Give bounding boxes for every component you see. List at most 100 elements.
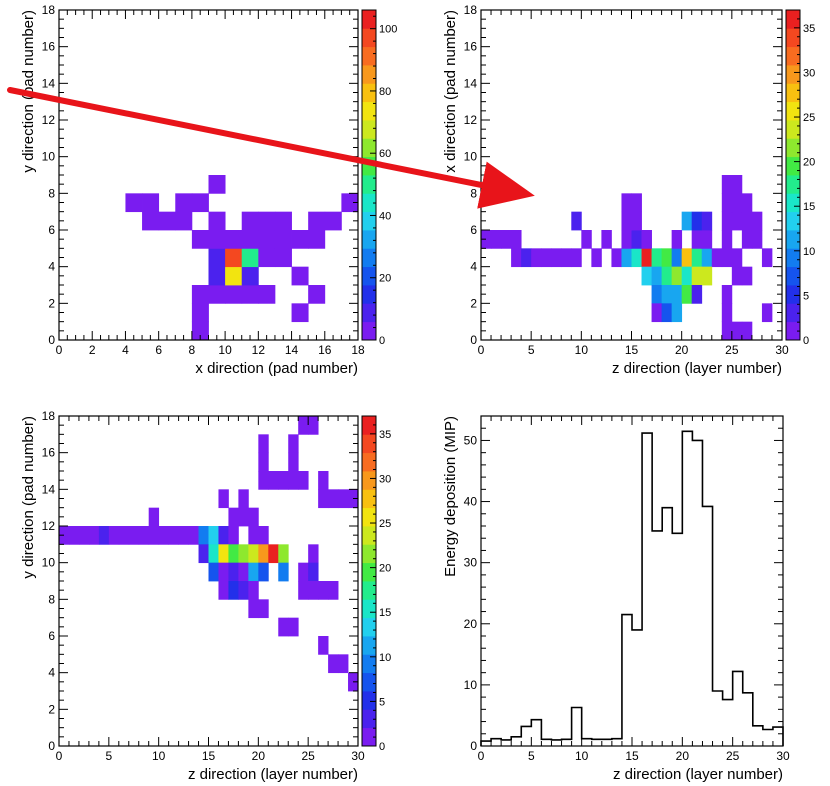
heatmap-cell bbox=[308, 581, 319, 600]
heatmap-cell bbox=[741, 193, 753, 213]
heatmap-cell bbox=[125, 193, 143, 213]
x-tick-label: 15 bbox=[625, 749, 639, 763]
heatmap-cell bbox=[701, 248, 713, 268]
heatmap-cell bbox=[142, 193, 160, 213]
palette-color-band bbox=[362, 266, 376, 286]
y-tick-label: 8 bbox=[48, 592, 55, 606]
heatmap-cell bbox=[218, 562, 229, 582]
heatmap-cell bbox=[661, 303, 673, 323]
heatmap-cell bbox=[671, 230, 683, 249]
x-tick-label: 10 bbox=[575, 343, 589, 357]
x-tick-label: 5 bbox=[528, 343, 535, 357]
y-tick-label: 20 bbox=[464, 617, 478, 631]
palette-color-band bbox=[362, 46, 376, 66]
heatmap-cell bbox=[191, 230, 209, 249]
y-tick-label: 4 bbox=[48, 260, 55, 274]
heatmap-cell bbox=[671, 248, 683, 268]
y-axis-title: Energy deposition (MIP) bbox=[442, 416, 459, 577]
palette-color-band bbox=[786, 138, 800, 158]
heatmap-cell bbox=[278, 471, 289, 490]
heatmap-cell bbox=[128, 526, 140, 545]
heatmap-cell bbox=[511, 248, 522, 268]
heatmap-cell bbox=[198, 544, 209, 564]
heatmap-cell bbox=[338, 654, 349, 674]
y-tick-label: 14 bbox=[464, 76, 478, 90]
palette-color-band bbox=[786, 303, 800, 323]
xy-hitmap-panel: 0 2 4 6 8 10 12 14 16 18 0 2 4 6 8 10 12 14 16 18 x directio… bbox=[20, 3, 397, 377]
palette-color-band bbox=[786, 321, 800, 341]
y-tick-label: 2 bbox=[470, 296, 477, 310]
x-tick-label: 5 bbox=[105, 749, 112, 763]
heatmap-cell bbox=[288, 471, 299, 490]
x-tick-label: 10 bbox=[218, 343, 232, 357]
palette-color-band bbox=[362, 416, 376, 435]
palette-color-band bbox=[786, 211, 800, 231]
palette-tick-label: 40 bbox=[379, 210, 391, 222]
heatmap-cell bbox=[191, 193, 209, 213]
heatmap-cell bbox=[268, 544, 279, 564]
heatmap-cell bbox=[198, 526, 209, 545]
palette-color-band bbox=[786, 101, 800, 121]
heatmap-cell bbox=[208, 248, 226, 268]
y-tick-label: 6 bbox=[48, 223, 55, 237]
heatmap-cell bbox=[188, 526, 199, 545]
heatmap-cell bbox=[571, 248, 582, 268]
x-axis-title: z direction (layer number) bbox=[613, 766, 783, 783]
palette-color-band bbox=[362, 709, 376, 729]
y-tick-label: 12 bbox=[42, 113, 56, 127]
heatmap-cell bbox=[591, 248, 602, 268]
heatmap-cell bbox=[328, 654, 339, 674]
palette-color-band bbox=[362, 617, 376, 637]
y-tick-label: 30 bbox=[464, 556, 478, 570]
y-tick-label: 0 bbox=[48, 333, 55, 347]
heatmap-cell bbox=[225, 266, 243, 286]
heatmap-cell bbox=[248, 562, 259, 582]
palette-color-band bbox=[786, 10, 800, 29]
palette-tick-label: 20 bbox=[803, 157, 815, 169]
heatmap-cell bbox=[298, 581, 309, 600]
palette-color-band bbox=[362, 507, 376, 527]
x-tick-label: 15 bbox=[625, 343, 639, 357]
palette-color-band bbox=[362, 303, 376, 323]
heatmap-cell bbox=[308, 562, 319, 582]
heatmap-cell bbox=[324, 211, 342, 231]
heatmap-cell bbox=[228, 507, 239, 527]
heatmap-cell bbox=[751, 230, 763, 249]
heatmap-cell bbox=[168, 526, 179, 545]
heatmap-cell bbox=[225, 248, 243, 268]
red-arrow bbox=[7, 87, 535, 209]
heatmap-cell bbox=[88, 526, 100, 545]
palette-color-band bbox=[362, 672, 376, 692]
heatmap-cell bbox=[621, 193, 632, 213]
heatmap-cell bbox=[651, 303, 662, 323]
heatmap-cell bbox=[318, 581, 329, 600]
histogram-step-line bbox=[480, 430, 784, 746]
heatmap-cell bbox=[751, 211, 763, 231]
heatmap-cell bbox=[298, 416, 309, 435]
heatmap-cell bbox=[148, 526, 160, 545]
y-tick-label: 8 bbox=[470, 186, 477, 200]
x-tick-label: 15 bbox=[202, 749, 216, 763]
heatmap-cell bbox=[118, 526, 130, 545]
palette-tick-label: 80 bbox=[379, 86, 391, 98]
heatmap-cell bbox=[248, 581, 259, 600]
palette-tick-label: 20 bbox=[379, 273, 391, 285]
x-tick-label: 20 bbox=[675, 343, 689, 357]
heatmap-cell bbox=[225, 285, 243, 304]
heatmap-cell bbox=[671, 266, 683, 286]
heatmap-cell bbox=[291, 266, 309, 286]
heatmap-cell bbox=[258, 285, 276, 304]
heatmap-cell bbox=[501, 230, 512, 249]
heatmap-cell bbox=[341, 193, 359, 213]
palette-tick-label: 15 bbox=[803, 201, 815, 213]
x-tick-label: 10 bbox=[575, 749, 589, 763]
palette-color-band bbox=[786, 120, 800, 139]
palette-tick-label: 5 bbox=[803, 290, 809, 302]
heatmap-cell bbox=[691, 230, 703, 249]
x-tick-label: 16 bbox=[318, 343, 332, 357]
palette-tick-label: 10 bbox=[803, 246, 815, 258]
heatmap-cell bbox=[241, 248, 259, 268]
heatmap-cell bbox=[241, 266, 259, 286]
heatmap-cell bbox=[278, 562, 289, 582]
heatmap-cell bbox=[191, 321, 209, 341]
